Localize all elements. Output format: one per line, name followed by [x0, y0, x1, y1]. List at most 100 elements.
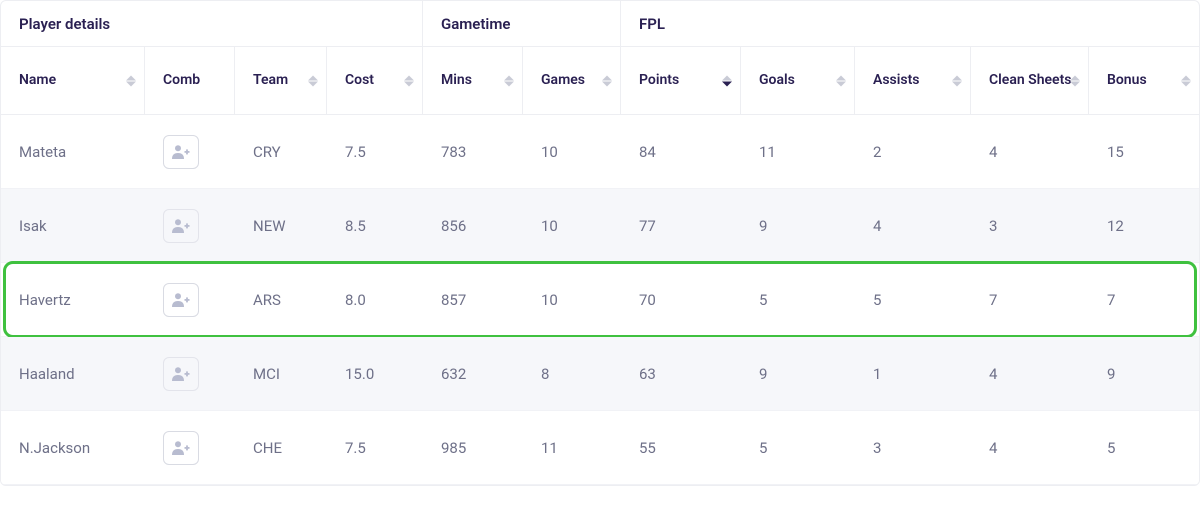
add-player-button[interactable] [163, 283, 199, 317]
cell-clean-sheets: 7 [971, 263, 1089, 336]
person-plus-icon [172, 366, 190, 382]
person-plus-icon [172, 218, 190, 234]
col-header-goals[interactable]: Goals [741, 47, 855, 114]
person-plus-icon [172, 292, 190, 308]
cell-comb [145, 337, 235, 410]
cell-mins: 857 [423, 263, 523, 336]
col-header-name[interactable]: Name [1, 47, 145, 114]
group-label: Gametime [441, 15, 510, 33]
cell-clean-sheets: 4 [971, 337, 1089, 410]
col-header-comb: Comb [145, 47, 235, 114]
col-label: Assists [873, 72, 927, 89]
cell-clean-sheets: 4 [971, 411, 1089, 484]
col-header-assists[interactable]: Assists [855, 47, 971, 114]
col-header-bonus[interactable]: Bonus [1089, 47, 1199, 114]
col-label: Mins [441, 72, 480, 89]
cell-name: Havertz [1, 263, 145, 336]
cell-goals: 11 [741, 115, 855, 188]
cell-name: Mateta [1, 115, 145, 188]
cell-assists: 4 [855, 189, 971, 262]
cell-points: 84 [621, 115, 741, 188]
cell-cost: 7.5 [327, 115, 423, 188]
sort-icon [722, 75, 732, 86]
cell-points: 77 [621, 189, 741, 262]
cell-goals: 5 [741, 411, 855, 484]
cell-games: 11 [523, 411, 621, 484]
cell-team: NEW [235, 189, 327, 262]
player-name: Isak [19, 217, 47, 235]
sort-icon [602, 75, 612, 86]
col-header-mins[interactable]: Mins [423, 47, 523, 114]
cell-cost: 15.0 [327, 337, 423, 410]
add-player-button[interactable] [163, 209, 199, 243]
col-label: Cost [345, 72, 382, 89]
column-headers-row: Name Comb Team Cost Mins Games Points Go… [1, 47, 1199, 115]
cell-games: 10 [523, 263, 621, 336]
cell-bonus: 12 [1089, 189, 1199, 262]
table-row: N.Jackson CHE 7.5 985 11 55 5 3 4 5 [1, 411, 1199, 485]
cell-points: 63 [621, 337, 741, 410]
sort-icon [308, 75, 318, 86]
table-body: Mateta CRY 7.5 783 10 84 11 2 4 15 Isak … [1, 115, 1199, 485]
cell-bonus: 15 [1089, 115, 1199, 188]
cell-mins: 985 [423, 411, 523, 484]
cell-team: CRY [235, 115, 327, 188]
cell-goals: 5 [741, 263, 855, 336]
cell-team: CHE [235, 411, 327, 484]
add-player-button[interactable] [163, 357, 199, 391]
group-label: FPL [639, 15, 665, 33]
cell-bonus: 5 [1089, 411, 1199, 484]
cell-points: 55 [621, 411, 741, 484]
col-label: Goals [759, 72, 803, 89]
sort-icon [126, 75, 136, 86]
player-name: N.Jackson [19, 439, 90, 457]
table-row: Isak NEW 8.5 856 10 77 9 4 3 12 [1, 189, 1199, 263]
table-row: Mateta CRY 7.5 783 10 84 11 2 4 15 [1, 115, 1199, 189]
col-header-games[interactable]: Games [523, 47, 621, 114]
person-plus-icon [172, 440, 190, 456]
cell-name: Haaland [1, 337, 145, 410]
sort-icon [1181, 75, 1191, 86]
col-header-points[interactable]: Points [621, 47, 741, 114]
sort-icon [404, 75, 414, 86]
cell-assists: 3 [855, 411, 971, 484]
cell-bonus: 7 [1089, 263, 1199, 336]
cell-comb [145, 263, 235, 336]
cell-comb [145, 411, 235, 484]
cell-goals: 9 [741, 337, 855, 410]
sort-icon [504, 75, 514, 86]
col-label: Name [19, 72, 64, 89]
add-player-button[interactable] [163, 135, 199, 169]
col-label: Team [253, 72, 296, 89]
cell-team: MCI [235, 337, 327, 410]
cell-clean-sheets: 3 [971, 189, 1089, 262]
cell-clean-sheets: 4 [971, 115, 1089, 188]
sort-icon [836, 75, 846, 86]
cell-comb [145, 189, 235, 262]
cell-mins: 632 [423, 337, 523, 410]
col-label: Bonus [1107, 72, 1155, 89]
cell-comb [145, 115, 235, 188]
cell-mins: 856 [423, 189, 523, 262]
group-gametime: Gametime [423, 1, 621, 46]
sort-icon [952, 75, 962, 86]
player-name: Haaland [19, 365, 75, 383]
col-header-team[interactable]: Team [235, 47, 327, 114]
col-header-cost[interactable]: Cost [327, 47, 423, 114]
cell-points: 70 [621, 263, 741, 336]
group-player-details: Player details [1, 1, 423, 46]
cell-games: 10 [523, 189, 621, 262]
group-fpl: FPL [621, 1, 1199, 46]
add-player-button[interactable] [163, 431, 199, 465]
col-header-clean-sheets[interactable]: Clean Sheets [971, 47, 1089, 114]
cell-games: 8 [523, 337, 621, 410]
cell-games: 10 [523, 115, 621, 188]
person-plus-icon [172, 144, 190, 160]
cell-goals: 9 [741, 189, 855, 262]
player-name: Mateta [19, 143, 66, 161]
cell-assists: 5 [855, 263, 971, 336]
col-label: Points [639, 72, 687, 89]
cell-mins: 783 [423, 115, 523, 188]
col-label: Games [541, 72, 593, 89]
group-label: Player details [19, 15, 110, 33]
